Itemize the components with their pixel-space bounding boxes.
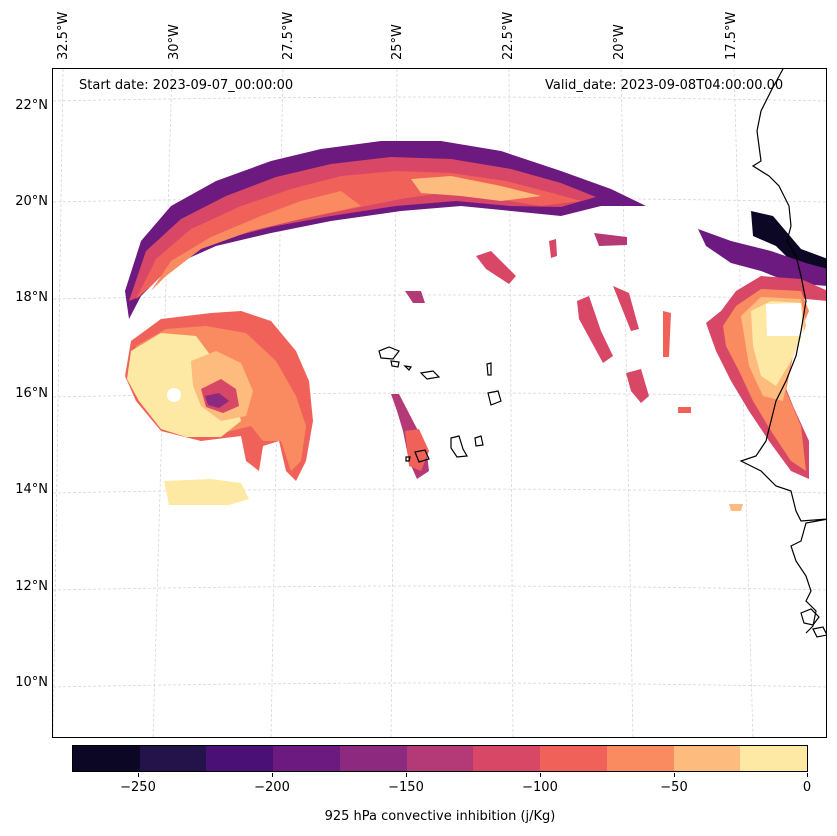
cin-patch-4 — [594, 233, 627, 246]
valid-date-label: Valid_date: 2023-09-08T04:00:00.00 — [545, 78, 784, 93]
parallel-18n — [53, 294, 826, 300]
parallel-12n — [53, 585, 826, 591]
colorbar-label-m50: −50 — [660, 780, 688, 795]
colorbar-tick-0 — [807, 773, 808, 777]
cape-verde-maio — [474, 435, 484, 447]
colorbar-tick-m200 — [272, 773, 273, 777]
cin-patch-2 — [405, 291, 425, 303]
colorbar-label-0: 0 — [802, 780, 812, 795]
africa-coastline — [739, 69, 826, 634]
colorbar-label-m250: −250 — [120, 780, 156, 795]
cin-coastal-field — [698, 211, 826, 479]
lon-label-17-5w: 17.5°W — [724, 11, 739, 60]
cin-cyclone-system — [125, 311, 313, 505]
colorbar-segment-5 — [406, 746, 474, 771]
cin-patch-8 — [626, 369, 649, 403]
meridian-17-5w — [733, 69, 754, 737]
colorbar-tick-m250 — [138, 773, 139, 777]
cin-patch-3 — [549, 239, 557, 258]
lat-label-14n: 14°N — [15, 482, 48, 497]
map-frame — [52, 68, 827, 738]
lat-label-12n: 12°N — [15, 579, 48, 594]
lat-label-10n: 10°N — [15, 675, 48, 690]
lat-label-22n: 22°N — [15, 98, 48, 113]
colorbar-label-m100: −100 — [522, 780, 558, 795]
lon-label-32-5w: 32.5°W — [56, 11, 71, 60]
colorbar-segment-3 — [273, 746, 340, 771]
colorbar-segment-10 — [740, 746, 808, 771]
cin-arc-light — [151, 191, 361, 291]
cape-verde-sao-nicolau — [419, 370, 441, 380]
colorbar-tick-m100 — [540, 773, 541, 777]
colorbar-tick-m50 — [674, 773, 675, 777]
cin-cyclone-eye — [167, 388, 181, 402]
cin-patch-1 — [476, 251, 516, 284]
bissagos-islands — [800, 608, 826, 638]
cin-patch-12 — [729, 504, 743, 511]
colorbar-tick-m150 — [406, 773, 407, 777]
meridian-32-5w — [53, 69, 64, 737]
coastlines — [378, 69, 826, 638]
cin-scattered-patches — [391, 233, 743, 511]
lon-label-27-5w: 27.5°W — [281, 11, 296, 60]
cin-coast-violet — [698, 229, 826, 286]
lon-label-22-5w: 22.5°W — [501, 11, 516, 60]
cin-cyclone-core — [205, 393, 229, 408]
colorbar-title: 925 hPa convective inhibition (j/Kg) — [324, 809, 556, 824]
cin-patch-7 — [663, 311, 671, 357]
colorbar — [72, 745, 808, 772]
parallel-22n — [53, 96, 826, 102]
lon-label-20w: 20°W — [612, 24, 627, 60]
cin-patch-5 — [577, 296, 613, 363]
cin-arc-band — [125, 141, 646, 319]
map-canvas — [53, 69, 826, 737]
cin-patch-6 — [613, 286, 639, 331]
meridian-20w — [620, 69, 634, 737]
colorbar-segment-0 — [73, 746, 140, 771]
cape-verde-fogo — [414, 449, 430, 463]
colorbar-segment-4 — [339, 746, 407, 771]
cape-verde-sao-vicente — [390, 360, 400, 368]
cin-coast-white-gap — [766, 303, 803, 336]
lon-label-25w: 25°W — [390, 24, 405, 60]
cape-verde-brava — [405, 456, 411, 462]
cape-verde-boa-vista — [487, 390, 502, 406]
colorbar-label-m200: −200 — [254, 780, 290, 795]
cin-cyclone-south-patch — [164, 479, 249, 505]
colorbar-segment-6 — [473, 746, 541, 771]
colorbar-segment-8 — [606, 746, 674, 771]
cape-verde-santa-luzia — [403, 365, 413, 371]
colorbar-segment-9 — [673, 746, 741, 771]
colorbar-segment-2 — [206, 746, 274, 771]
parallel-10n — [53, 682, 826, 688]
colorbar-label-m150: −150 — [388, 780, 424, 795]
lon-label-30w: 30°W — [167, 24, 182, 60]
start-date-label: Start date: 2023-09-07_00:00:00 — [79, 78, 294, 93]
colorbar-segment-7 — [540, 746, 607, 771]
lat-label-20n: 20°N — [15, 194, 48, 209]
lat-label-16n: 16°N — [15, 386, 48, 401]
cape-verde-sal — [486, 362, 492, 376]
parallel-14n — [53, 488, 826, 494]
lat-label-18n: 18°N — [15, 290, 48, 305]
colorbar-segment-1 — [139, 746, 207, 771]
cape-verde-santiago — [450, 435, 468, 458]
cin-patch-9 — [678, 407, 691, 413]
cape-verde-santo-antao — [378, 346, 400, 360]
cin-arc-pale — [411, 176, 541, 201]
